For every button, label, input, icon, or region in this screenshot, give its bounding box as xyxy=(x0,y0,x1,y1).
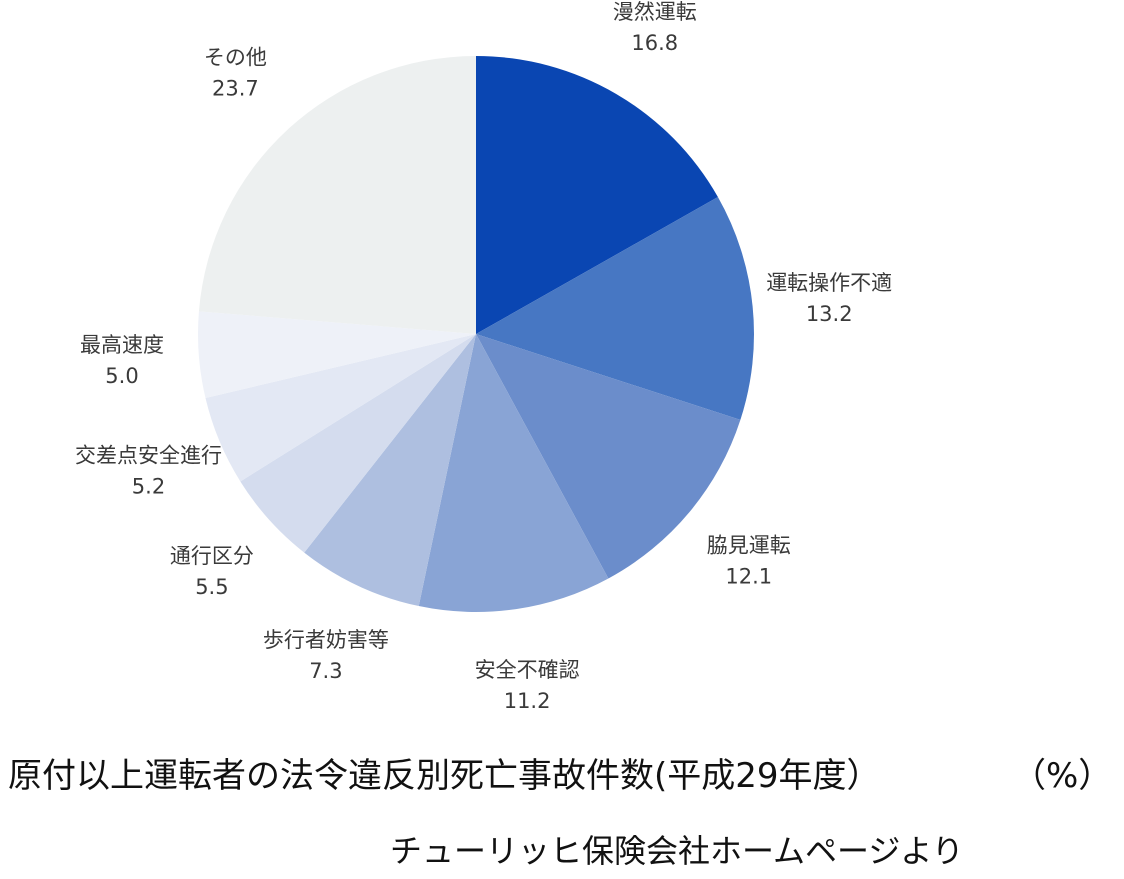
slice-category-label: 最高速度 xyxy=(80,333,164,357)
pie-slice xyxy=(198,311,476,399)
slice-value-label: 5.5 xyxy=(195,575,228,599)
slice-category-label: 漫然運転 xyxy=(613,0,697,24)
pie-slice xyxy=(476,334,741,579)
unit-label: （%） xyxy=(1012,756,1113,796)
pie-slice xyxy=(476,197,754,420)
slice-value-label: 16.8 xyxy=(631,31,678,55)
pie-slice xyxy=(205,334,477,482)
pie-slice xyxy=(198,56,476,334)
slice-value-label: 11.2 xyxy=(504,689,551,713)
slice-value-label: 7.3 xyxy=(309,659,342,683)
slice-category-label: 通行区分 xyxy=(170,544,254,568)
slice-value-label: 23.7 xyxy=(212,76,259,100)
slice-value-label: 5.0 xyxy=(105,364,138,388)
pie-slice xyxy=(418,334,609,613)
chart-caption: 原付以上運転者の法令違反別死亡事故件数(平成29年度） xyxy=(8,756,881,796)
slice-value-label: 12.1 xyxy=(725,565,772,589)
slice-category-label: 脇見運転 xyxy=(707,534,791,558)
pie-slice xyxy=(304,334,476,607)
source-note: チューリッヒ保険会社ホームページより xyxy=(390,832,964,870)
slice-category-label: その他 xyxy=(204,45,267,69)
slice-category-label: 運転操作不適 xyxy=(766,271,892,295)
slice-category-label: 安全不確認 xyxy=(475,658,580,682)
slice-category-label: 交差点安全進行 xyxy=(75,443,222,467)
slice-value-label: 13.2 xyxy=(806,302,853,326)
pie-chart: 漫然運転 16.8 運転操作不適 13.2 脇見運転 12.1 安全不確認 11.2 歩行者妨害… xyxy=(75,0,892,713)
pie-slice xyxy=(476,56,718,334)
slice-value-label: 5.2 xyxy=(132,474,165,498)
pie-slice xyxy=(240,334,476,553)
slice-category-label: 歩行者妨害等 xyxy=(263,628,389,652)
